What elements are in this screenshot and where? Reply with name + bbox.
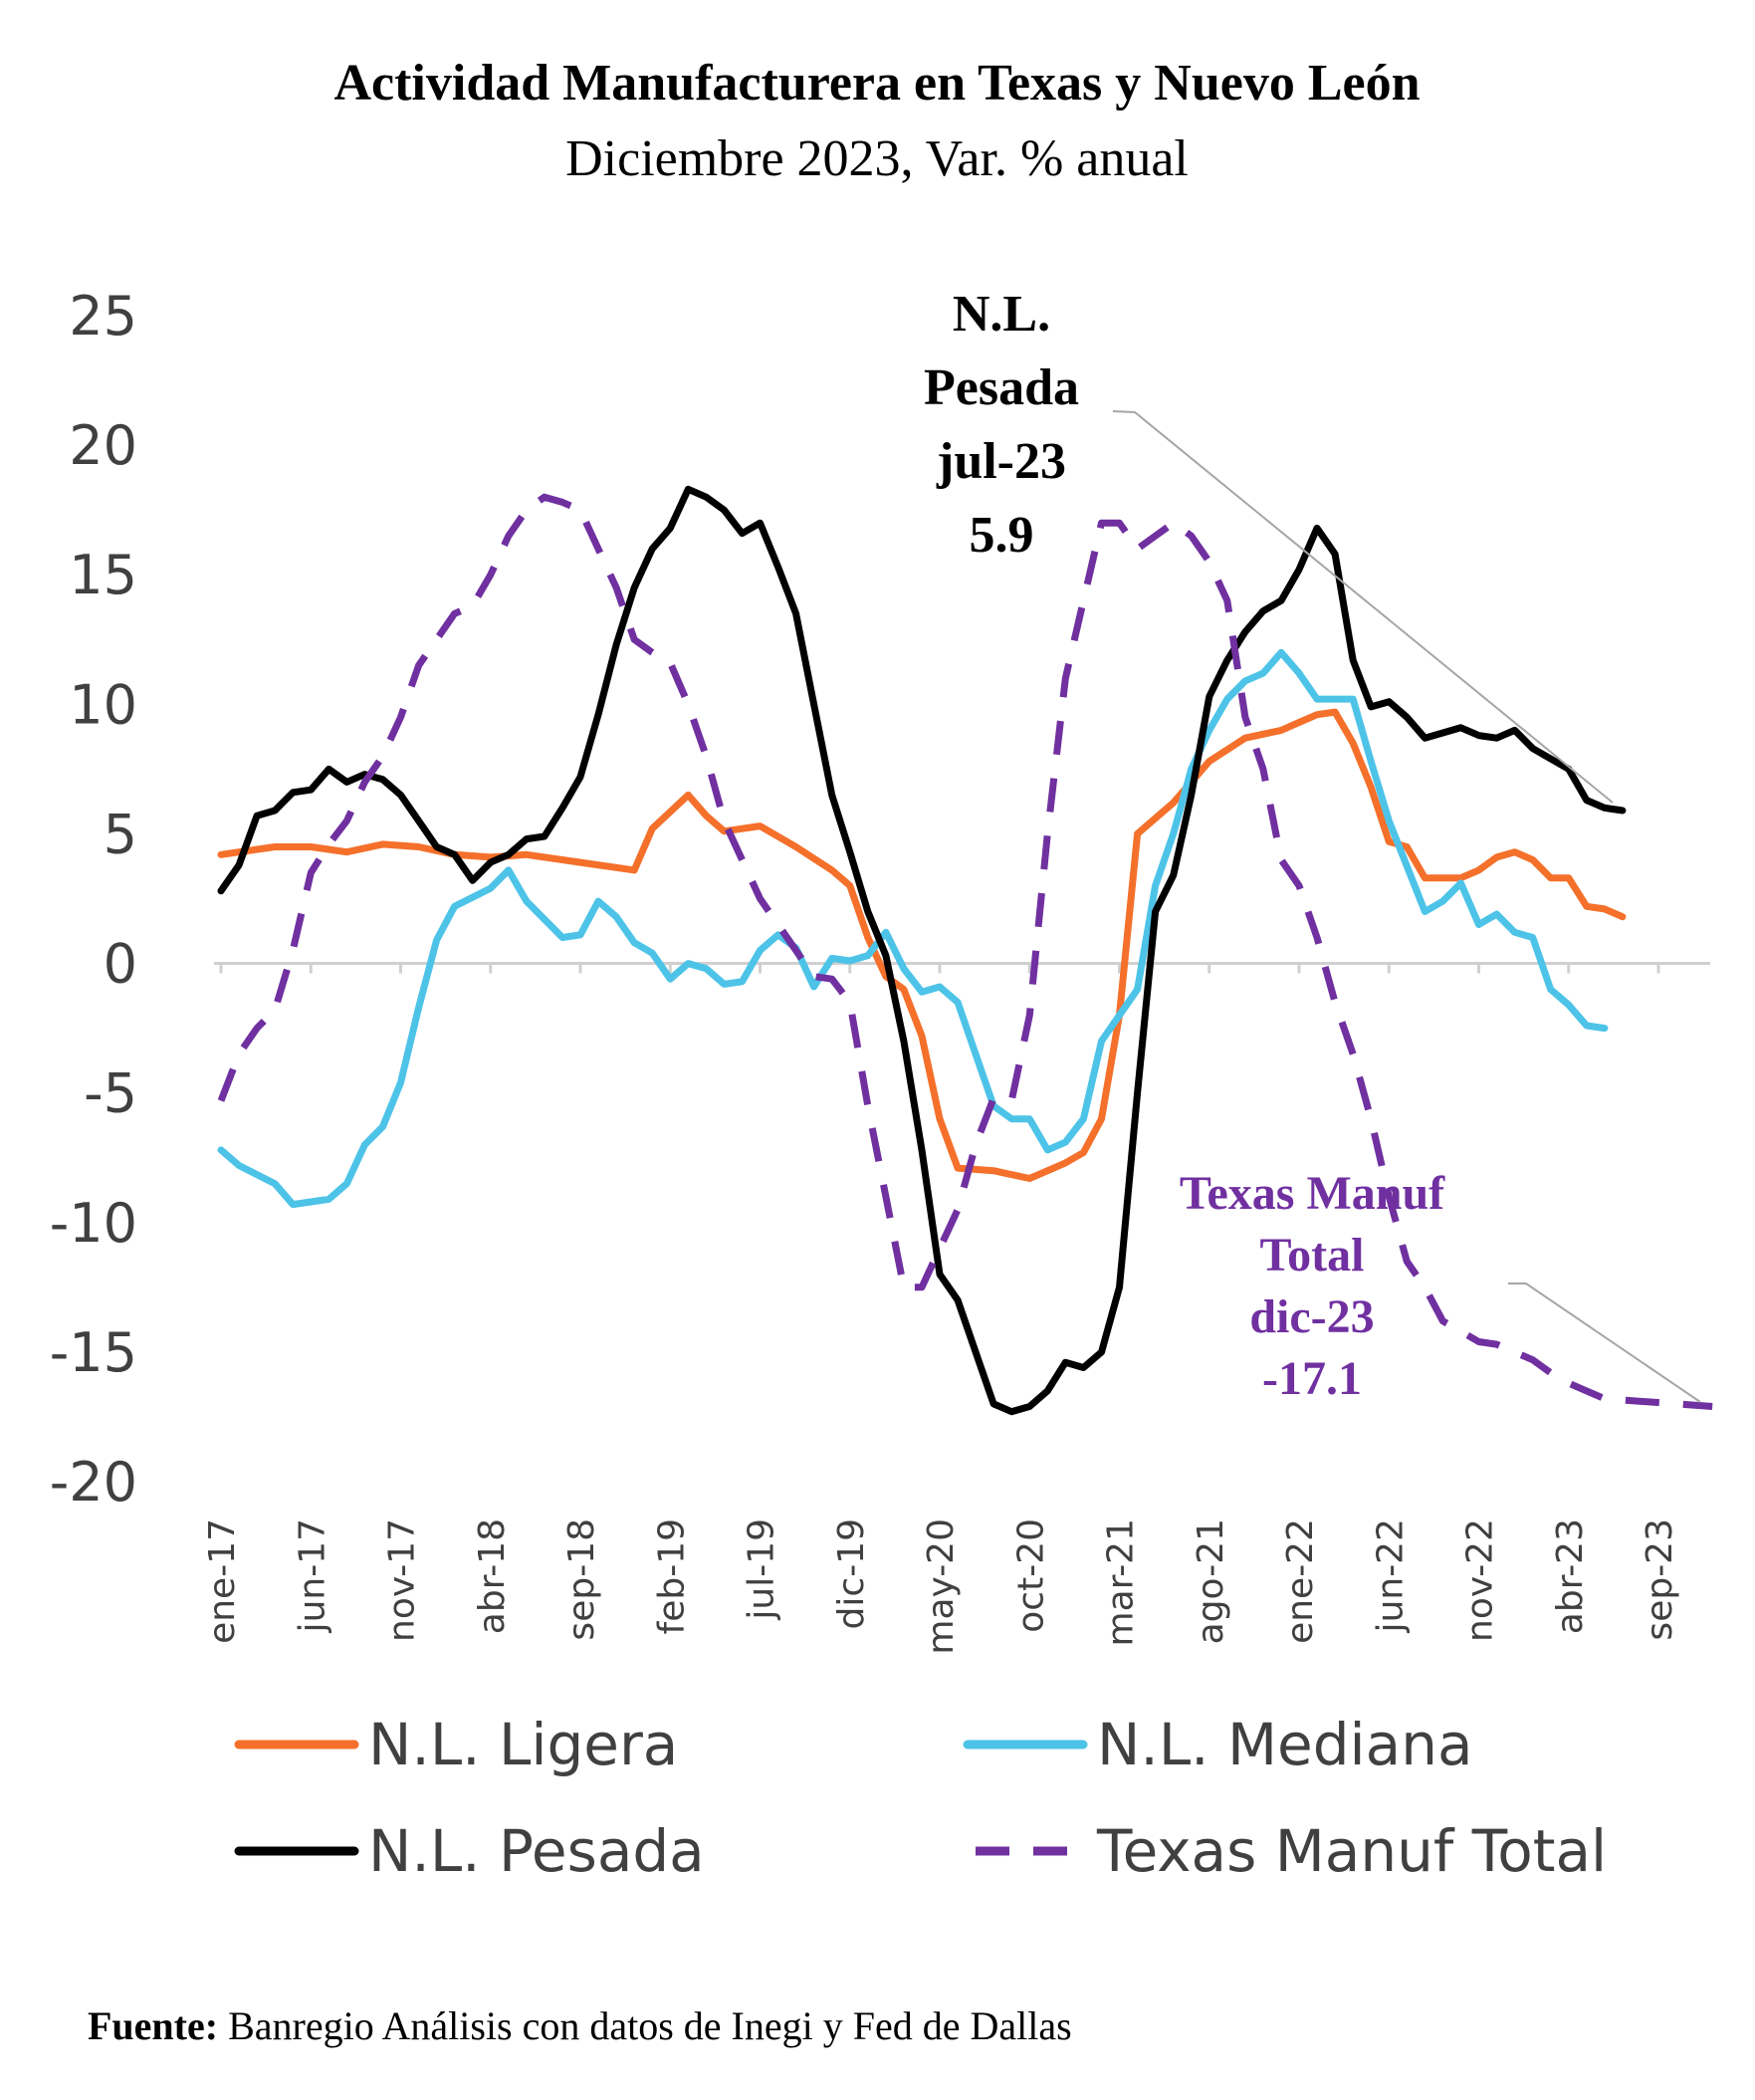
x-tick-label: may-20 xyxy=(921,1518,962,1655)
x-tick-label: mar-21 xyxy=(1101,1518,1142,1646)
annotations: N.L. Pesada jul-23 5.9 Texas Manuf Total dic-2… xyxy=(924,286,1701,1405)
series-line-n-l-mediana xyxy=(217,648,1609,1209)
y-tick-label: 0 xyxy=(104,933,137,996)
y-tick-label: 25 xyxy=(69,285,137,348)
annotation-text: 5.9 xyxy=(970,507,1034,564)
series-line-n-l-ligera xyxy=(217,708,1627,1182)
x-tick-label: ago-21 xyxy=(1191,1518,1231,1644)
y-tick-label: 15 xyxy=(69,544,137,606)
y-tick-label: -5 xyxy=(84,1062,137,1125)
x-tick-label: sep-23 xyxy=(1640,1518,1680,1641)
annotation-text: dic-23 xyxy=(1249,1290,1374,1343)
legend-label: Texas Manuf Total xyxy=(1096,1817,1607,1885)
x-tick-label: abr-18 xyxy=(472,1518,513,1634)
annotation-text: Texas Manuf xyxy=(1180,1167,1445,1220)
annotation-text: -17.1 xyxy=(1262,1352,1362,1405)
source-label: Fuente: xyxy=(88,2003,218,2048)
x-tick-label: ene-17 xyxy=(202,1518,243,1644)
chart-subtitle: Diciembre 2023, Var. % anual xyxy=(565,130,1189,187)
series-line-n-l-pesada xyxy=(217,485,1627,1416)
series-line-texas-manuf-total xyxy=(217,493,1713,1410)
x-axis: ene-17 jun-17 nov-17 abr-18 sep-18 feb-19 jul-… xyxy=(202,962,1710,1655)
x-tick-label: nov-17 xyxy=(382,1518,423,1642)
x-tick-label: abr-23 xyxy=(1550,1518,1591,1634)
annotation-text: Total xyxy=(1260,1229,1365,1282)
y-tick-label: -15 xyxy=(50,1321,137,1384)
annotation-leader xyxy=(1508,1283,1701,1403)
legend-label: N.L. Mediana xyxy=(1097,1711,1473,1778)
series-layer xyxy=(217,485,1713,1416)
y-tick-label: 20 xyxy=(69,414,137,477)
annotation-text: Pesada xyxy=(924,359,1079,416)
x-tick-label: sep-18 xyxy=(561,1518,602,1641)
source-text: Banregio Análisis con datos de Inegi y F… xyxy=(218,2003,1072,2048)
chart-title: Actividad Manufacturera en Texas y Nuevo… xyxy=(333,55,1420,112)
y-tick-label: -10 xyxy=(50,1192,137,1255)
x-tick-label: nov-22 xyxy=(1460,1518,1501,1642)
annotation-text: jul-23 xyxy=(936,433,1066,490)
y-tick-label: 5 xyxy=(104,803,137,865)
annotation-leader xyxy=(1112,410,1614,804)
x-tick-label: ene-22 xyxy=(1280,1518,1321,1644)
x-tick-label: feb-19 xyxy=(651,1518,692,1634)
legend-label: N.L. Ligera xyxy=(368,1711,678,1778)
x-tick-label: jun-17 xyxy=(292,1518,332,1633)
x-tick-label: jul-19 xyxy=(742,1518,782,1621)
x-tick-label: dic-19 xyxy=(831,1518,872,1629)
y-axis: 25 20 15 10 5 0 -5 -10 -15 -20 xyxy=(50,285,137,1514)
x-tick-label: oct-20 xyxy=(1010,1518,1051,1633)
y-tick-label: 10 xyxy=(69,673,137,736)
source-note: Fuente: Banregio Análisis con datos de I… xyxy=(88,2003,1072,2048)
legend-label: N.L. Pesada xyxy=(368,1817,705,1885)
annotation-text: N.L. xyxy=(953,286,1050,343)
x-tick-label: jun-22 xyxy=(1370,1518,1411,1633)
legend: N.L. Ligera N.L. Mediana N.L. Pesada Texas … xyxy=(234,1711,1607,1885)
y-tick-label: -20 xyxy=(50,1451,137,1514)
